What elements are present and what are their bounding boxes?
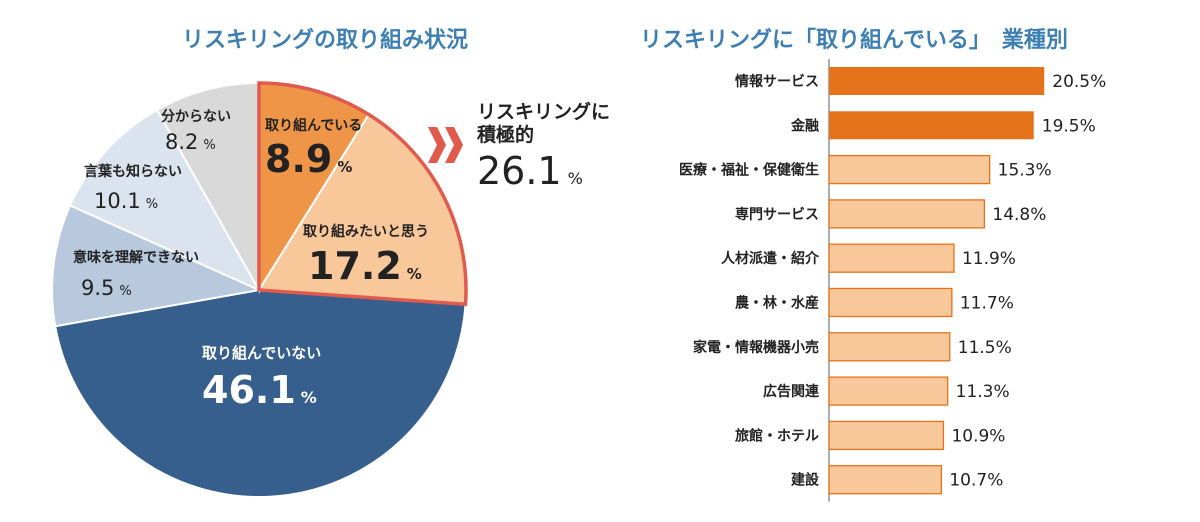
bar bbox=[828, 154, 991, 185]
pie-slice-unit: % bbox=[203, 138, 215, 153]
bars: 情報サービス 20.5% 金融 19.5% 医療・福祉・保健衛生 15.3% 専門サービス 1… bbox=[679, 67, 1106, 495]
pie-slices bbox=[51, 81, 467, 498]
bar-value-label: 11.9% bbox=[962, 249, 1016, 269]
bar bbox=[829, 111, 1034, 140]
pie-slice bbox=[51, 204, 263, 328]
bar-value-label: 11.7% bbox=[960, 294, 1014, 314]
bar-value-label: 11.5% bbox=[958, 338, 1012, 358]
bar-category-label: 医療・福祉・保健衛生 bbox=[679, 162, 819, 179]
bar-chart-title: リスキリングに「取り組んでいる」 業種別 bbox=[640, 28, 1068, 53]
pie-slice-unit: % bbox=[337, 158, 352, 176]
pie-slice bbox=[68, 108, 262, 293]
pie-slice bbox=[155, 81, 260, 294]
bar bbox=[828, 243, 955, 273]
callout-value: 26.1% bbox=[477, 149, 583, 193]
bar-value-label: 10.9% bbox=[951, 426, 1005, 446]
pie-slice-unit: % bbox=[407, 265, 422, 283]
bar-value-label: 15.3% bbox=[998, 161, 1052, 181]
bar-category-label: 農・林・水産 bbox=[735, 295, 819, 312]
pie-slice-label: 取り組んでいる bbox=[265, 117, 362, 134]
bar-value-label: 14.8% bbox=[992, 205, 1046, 225]
pie-slice-label: 言葉も知らない bbox=[84, 163, 182, 180]
bar bbox=[828, 420, 945, 451]
callout-label-line2: 積極的 bbox=[477, 123, 534, 146]
bar-value-label: 19.5% bbox=[1042, 116, 1096, 136]
bar-value-label: 11.3% bbox=[956, 382, 1010, 402]
pie-slice-label: 分からない bbox=[161, 109, 231, 125]
bar bbox=[828, 332, 951, 362]
bar bbox=[828, 199, 986, 229]
bar bbox=[828, 465, 942, 495]
pie-slice bbox=[54, 288, 467, 498]
bar-value-label: 20.5% bbox=[1052, 72, 1106, 92]
bar-value-label: 10.7% bbox=[949, 471, 1003, 491]
bar bbox=[829, 67, 1045, 95]
bar-category-label: 家電・情報機器小売 bbox=[693, 339, 819, 356]
pie-slice-label: 取り組んでいない bbox=[202, 344, 321, 362]
pie-slice-unit: % bbox=[301, 388, 317, 407]
pie-highlight-outline bbox=[257, 81, 468, 307]
bar-category-label: 専門サービス bbox=[735, 206, 819, 223]
pie-slice-unit: % bbox=[146, 197, 158, 212]
pie-slice-label: 取り組みたいと思う bbox=[303, 223, 429, 240]
chevron-icon bbox=[428, 127, 446, 163]
bar-category-label: 建設 bbox=[791, 472, 820, 489]
bar-category-label: 人材派遣・紹介 bbox=[721, 250, 820, 267]
bar-category-label: 金融 bbox=[790, 117, 819, 134]
pie-slice-label: 意味を理解できない bbox=[73, 249, 199, 266]
bar bbox=[828, 287, 953, 318]
pie-chart-title: リスキリングの取り組み状況 bbox=[182, 28, 469, 53]
callout-label-line1: リスキリングに bbox=[477, 100, 610, 123]
bar-category-label: 旅館・ホテル bbox=[735, 427, 819, 444]
chevron-icon bbox=[445, 127, 463, 163]
pie-slice-unit: % bbox=[119, 284, 131, 299]
callout-unit: % bbox=[568, 169, 583, 188]
bar-category-label: 広告関連 bbox=[763, 383, 820, 400]
bar-category-label: 情報サービス bbox=[735, 73, 819, 90]
bar bbox=[828, 376, 949, 406]
